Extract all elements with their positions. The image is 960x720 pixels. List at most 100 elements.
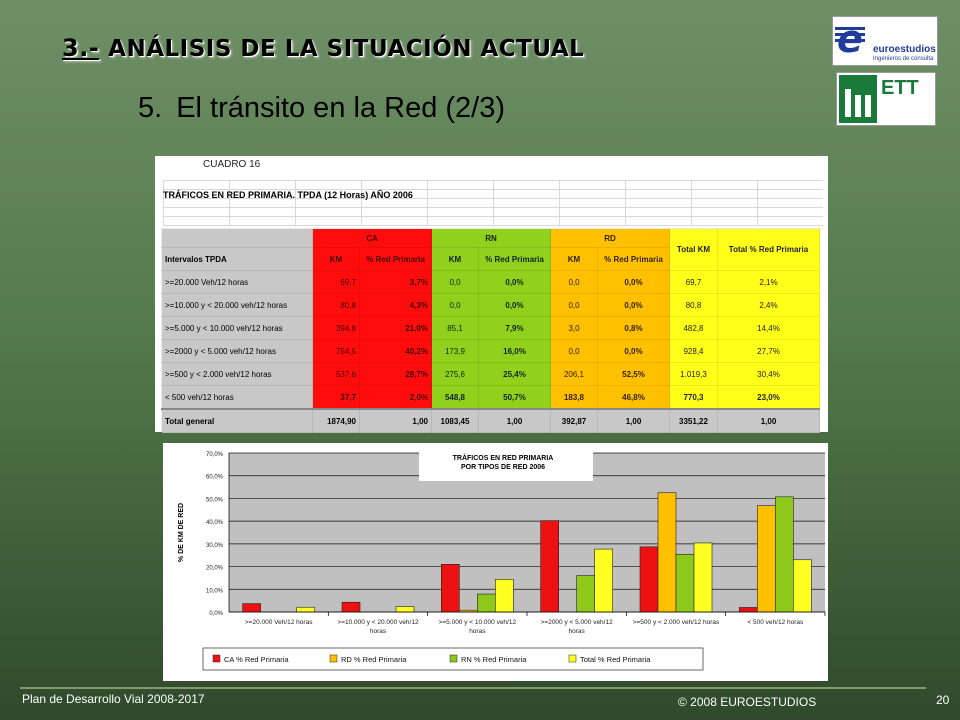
cell-tpct: 23,0%: [717, 385, 820, 410]
bar: [341, 601, 361, 613]
logo-e-letter: e: [837, 17, 863, 61]
cell-rn-km: 548,8: [431, 385, 479, 410]
cell-ca-pct: 4,3%: [359, 293, 432, 317]
bar: [296, 606, 315, 613]
header-rn-km: KM: [431, 247, 479, 271]
spreadsheet-gridlines: [163, 180, 823, 226]
cell-label: >=20.000 Veh/12 horas: [161, 270, 313, 294]
cell-rn-pct: 0,0%: [478, 270, 551, 294]
cell-rd-km: 0,0: [550, 270, 598, 294]
chart-title: TRÁFICOS EN RED PRIMARIA: [453, 453, 554, 462]
bar: [693, 542, 713, 613]
cell-rd-pct: 0,8%: [597, 316, 670, 340]
bar: [540, 520, 559, 613]
y-tick-label: 40,0%: [206, 520, 224, 526]
logo-speed-lines: [835, 27, 865, 45]
cell-ca-km: 1874,90: [312, 408, 360, 433]
cell-rn-pct: 7,9%: [478, 316, 551, 340]
cell-tkm: 770,3: [669, 385, 718, 410]
cell-label: >=2000 y < 5.000 veh/12 horas: [161, 339, 313, 363]
cell-tpct: 2,1%: [717, 270, 820, 294]
chart-title: POR TIPOS DE RED 2006: [461, 464, 545, 471]
header-total-pct: Total % Red Primaria: [717, 228, 820, 271]
section-heading: 3.- ANÁLISIS DE LA SITUACIÓN ACTUAL: [62, 34, 584, 62]
footer-plan: Plan de Desarrollo Vial 2008-2017: [22, 692, 205, 706]
bar: [739, 607, 758, 613]
legend-swatch: [329, 654, 338, 663]
cell-tpct: 2,4%: [717, 293, 820, 317]
cell-rn-km: 275,6: [431, 362, 479, 386]
traffic-table: CA RN RD Total KM Total % Red Primaria I…: [161, 228, 820, 433]
bar: [793, 559, 812, 613]
logo-tagline: Ingenieros de consulta: [873, 56, 934, 62]
bar: [477, 593, 496, 613]
cell-ca-km: 69,7: [312, 270, 360, 294]
logo-company-name: euroestudios: [873, 44, 936, 55]
cell-rn-km: 85,1: [431, 316, 479, 340]
y-tick-label: 0,0%: [209, 611, 223, 617]
bar: [242, 603, 261, 613]
header-rn: RN: [431, 228, 551, 248]
y-tick-label: 10,0%: [206, 588, 224, 594]
ett-logo-text: ETT: [881, 77, 919, 99]
legend-label: Total % Red Primaria: [580, 655, 651, 664]
legend-swatch: [568, 654, 577, 663]
euroestudios-logo: e euroestudios Ingenieros de consulta: [832, 16, 938, 66]
x-tick-label: horas: [569, 628, 586, 635]
table-row: >=2000 y < 5.000 veh/12 horas 754,5 40,2% 1…: [161, 339, 820, 363]
cell-tpct: 27,7%: [717, 339, 820, 363]
chart-panel: 0,0% 10,0% 20,0% 30,0% 40,0% 50,0% 60,0% 70,0%%…: [163, 443, 828, 681]
cell-rn-pct: 1,00: [478, 408, 551, 433]
bar: [775, 496, 794, 613]
footer-page-number: 20: [936, 693, 950, 707]
cell-label: >=5.000 y < 10.000 veh/12 horas: [161, 316, 313, 340]
slide-subtitle: 5. El tránsito en la Red (2/3): [138, 92, 505, 125]
bar: [675, 554, 695, 613]
bar: [639, 546, 659, 613]
cell-rd-pct: 1,00: [597, 408, 670, 433]
cell-ca-km: 37,7: [312, 385, 360, 410]
bar: [576, 575, 595, 613]
cell-ca-km: 754,5: [312, 339, 360, 363]
cell-rd-pct: 0,0%: [597, 293, 670, 317]
table-total-row: Total general 1874,90 1,00 1083,45 1,00 392,8…: [161, 408, 820, 433]
cell-tkm: 482,8: [669, 316, 718, 340]
cell-ca-km: 394,8: [312, 316, 360, 340]
cell-rd-km: 3,0: [550, 316, 598, 340]
cell-tpct: 14,4%: [717, 316, 820, 340]
table-sub-header-row: Intervalos TPDA KM % Red Primaria KM % R…: [161, 247, 820, 271]
table-group-header-row: CA RN RD Total KM Total % Red Primaria: [161, 228, 820, 271]
header-blank: [161, 228, 313, 248]
header-rn-pct: % Red Primaria: [478, 247, 551, 271]
cell-tkm: 80,8: [669, 293, 718, 317]
traffic-table-panel: CUADRO 16 TRÁFICOS EN RED PRIMARIA. TPDA…: [155, 156, 828, 433]
cell-rn-pct: 25,4%: [478, 362, 551, 386]
cell-rd-pct: 0,0%: [597, 339, 670, 363]
subtitle-text: El tránsito en la Red (2/3): [176, 92, 506, 124]
cell-rn-km: 0,0: [431, 270, 479, 294]
cell-tkm: 3351,22: [669, 408, 718, 433]
cell-label: >=500 y < 2.000 veh/12 horas: [161, 362, 313, 386]
cell-rn-km: 0,0: [431, 293, 479, 317]
y-tick-label: 70,0%: [206, 452, 224, 458]
traffic-bar-chart: 0,0% 10,0% 20,0% 30,0% 40,0% 50,0% 60,0% 70,0%%…: [178, 449, 826, 671]
cell-ca-pct: 21,0%: [359, 316, 432, 340]
table-row: >=500 y < 2.000 veh/12 horas 537,6 28,7% 27…: [161, 362, 820, 386]
header-ca-pct: % Red Primaria: [359, 247, 432, 271]
cell-rn-km: 173,9: [431, 339, 479, 363]
header-ca: CA: [312, 228, 432, 248]
y-tick-label: 50,0%: [206, 497, 224, 503]
cell-tkm: 928,4: [669, 339, 718, 363]
ett-logo-mark: [839, 75, 877, 123]
legend-swatch: [449, 654, 458, 663]
cell-tkm: 1.019,3: [669, 362, 718, 386]
cell-rd-km: 392,87: [550, 408, 598, 433]
bar: [495, 578, 514, 613]
legend-label: CA % Red Primaria: [224, 655, 289, 664]
cell-ca-pct: 28,7%: [359, 362, 432, 386]
legend-label: RN % Red Primaria: [461, 655, 527, 664]
table-caption-number: CUADRO 16: [203, 159, 261, 170]
chart-title-box: [419, 449, 593, 481]
y-tick-label: 30,0%: [206, 543, 224, 549]
x-tick-label: >=10.000 y < 20.000 veh/12: [337, 619, 419, 626]
